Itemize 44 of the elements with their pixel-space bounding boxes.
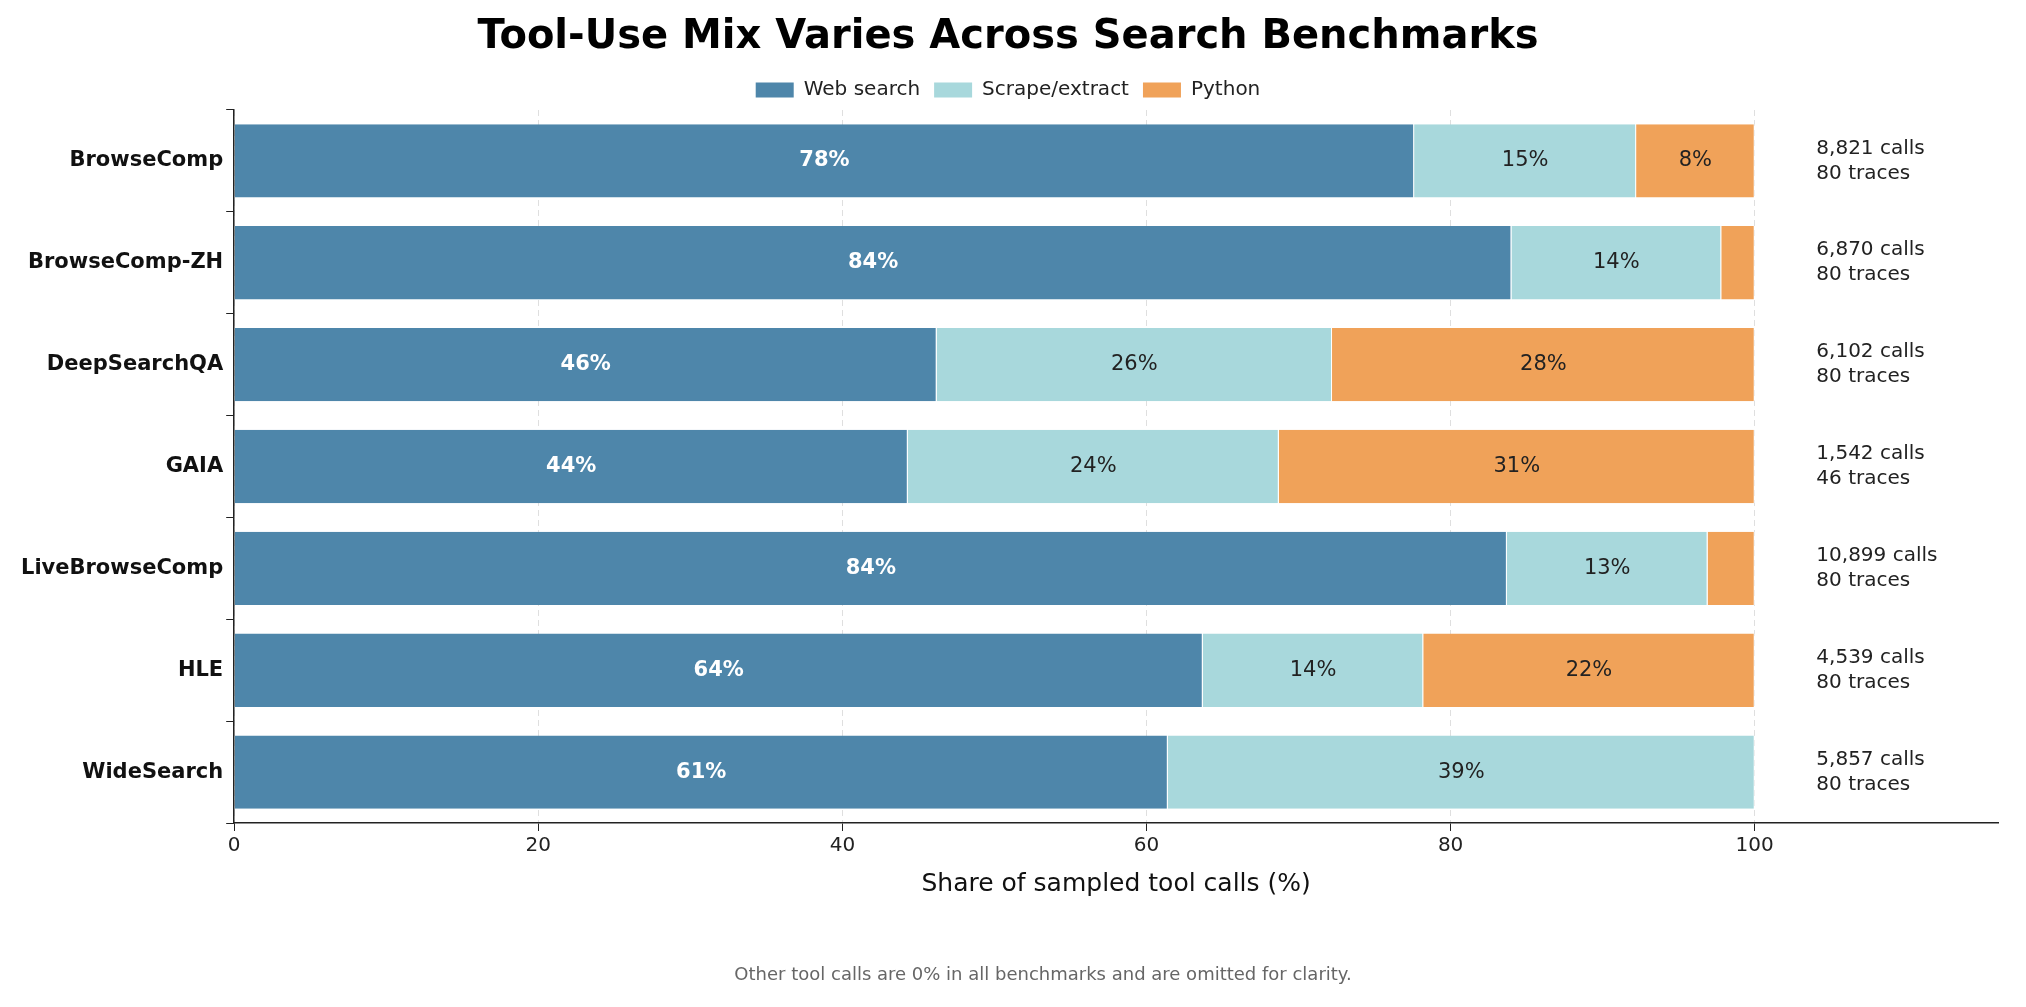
data-label: 28% — [1520, 351, 1567, 376]
x-tick-label: 40 — [829, 832, 856, 857]
y-tick-label: LiveBrowseComp — [20, 554, 224, 579]
data-label: 13% — [1583, 554, 1631, 579]
data-label: 61% — [676, 758, 727, 783]
x-tick-label: 80 — [1437, 832, 1464, 857]
data-label: 8% — [1678, 147, 1713, 172]
annotation: 4,539 calls 80 traces — [1816, 643, 1925, 693]
annotation: 10,899 calls 80 traces — [1816, 542, 1938, 592]
legend-label: Web search — [803, 76, 921, 101]
y-tick-label: BrowseComp — [69, 147, 224, 172]
x-tick-label: 100 — [1735, 832, 1774, 857]
data-label: 46% — [560, 351, 611, 376]
data-label: 64% — [693, 656, 744, 681]
data-label: 14% — [1289, 656, 1337, 681]
text: Other tool calls are 0% in all benchmarks and are omitted for clarity. — [734, 962, 1352, 984]
x-tick-label: 60 — [1133, 832, 1160, 857]
annotation: 8,821 calls 80 traces — [1816, 134, 1925, 184]
y-tick-label: BrowseComp-ZH — [27, 249, 224, 274]
data-label: 84% — [847, 249, 899, 274]
data-label: 31% — [1493, 452, 1541, 477]
x-axis-title: Share of sampled tool calls (%) — [921, 867, 1311, 897]
y-tick-label: GAIA — [165, 452, 224, 477]
annotation: 1,542 calls 46 traces — [1816, 440, 1925, 490]
y-tick-label: DeepSearchQA — [46, 351, 224, 376]
y-tick-label: HLE — [177, 656, 224, 681]
data-label: 84% — [845, 554, 896, 579]
data-label: 44% — [546, 452, 597, 477]
y-tick-label: WideSearch — [82, 758, 224, 783]
legend-label: Python — [1190, 76, 1261, 101]
annotation: 6,870 calls 80 traces — [1816, 236, 1925, 286]
legend-label: Scrape/extract — [982, 76, 1130, 101]
chart-title: Tool-Use Mix Varies Across Search Benchmarks — [477, 11, 1539, 58]
data-label: 39% — [1437, 758, 1485, 783]
data-label: 26% — [1111, 351, 1158, 376]
data-label: 22% — [1565, 656, 1613, 681]
annotation: 5,857 calls 80 traces — [1816, 745, 1925, 795]
annotation: 6,102 calls 80 traces — [1816, 338, 1925, 388]
x-tick-label: 0 — [227, 832, 241, 857]
data-label: 24% — [1069, 452, 1117, 477]
x-tick-label: 20 — [525, 832, 552, 857]
data-label: 15% — [1501, 147, 1549, 172]
data-label: 14% — [1593, 249, 1640, 274]
data-label: 78% — [799, 147, 850, 172]
